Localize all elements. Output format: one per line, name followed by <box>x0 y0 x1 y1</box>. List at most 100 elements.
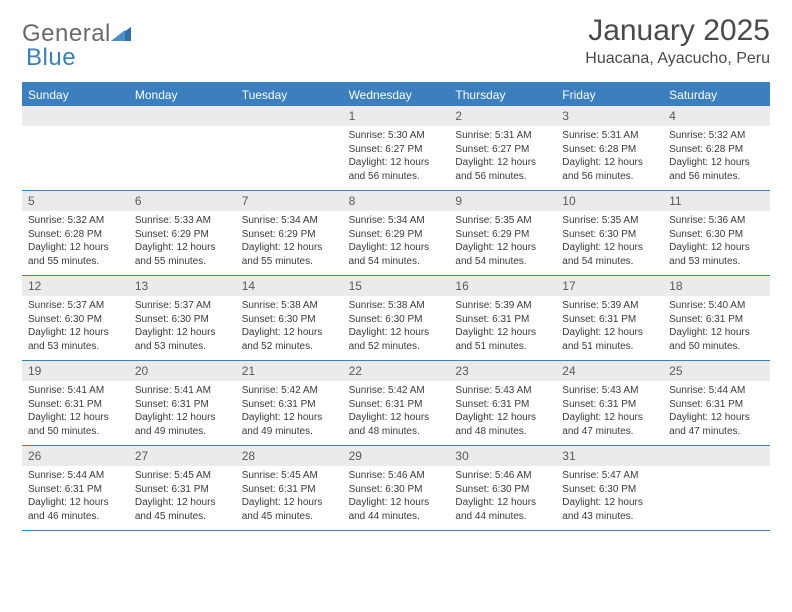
day-details: Sunrise: 5:46 AMSunset: 6:30 PMDaylight:… <box>343 466 450 528</box>
sunrise-line: Sunrise: 5:39 AM <box>455 299 550 313</box>
sunrise-line: Sunrise: 5:42 AM <box>349 384 444 398</box>
day-number: 30 <box>449 446 556 466</box>
day-number: 3 <box>556 106 663 126</box>
daylight-line: Daylight: 12 hours and 51 minutes. <box>455 326 550 353</box>
sunrise-line: Sunrise: 5:46 AM <box>349 469 444 483</box>
day-number: 1 <box>343 106 450 126</box>
calendar-day-cell: 22Sunrise: 5:42 AMSunset: 6:31 PMDayligh… <box>343 361 450 445</box>
sunset-line: Sunset: 6:31 PM <box>562 313 657 327</box>
sunrise-line: Sunrise: 5:42 AM <box>242 384 337 398</box>
sunrise-line: Sunrise: 5:43 AM <box>562 384 657 398</box>
sunrise-line: Sunrise: 5:44 AM <box>28 469 123 483</box>
sunrise-line: Sunrise: 5:39 AM <box>562 299 657 313</box>
calendar-day-cell: 4Sunrise: 5:32 AMSunset: 6:28 PMDaylight… <box>663 106 770 190</box>
day-details: Sunrise: 5:32 AMSunset: 6:28 PMDaylight:… <box>663 126 770 188</box>
sunset-line: Sunset: 6:30 PM <box>562 483 657 497</box>
day-details: Sunrise: 5:41 AMSunset: 6:31 PMDaylight:… <box>22 381 129 443</box>
weekday-header: Wednesday <box>343 84 450 106</box>
sunset-line: Sunset: 6:30 PM <box>455 483 550 497</box>
sunrise-line: Sunrise: 5:36 AM <box>669 214 764 228</box>
daylight-line: Daylight: 12 hours and 53 minutes. <box>135 326 230 353</box>
sunset-line: Sunset: 6:30 PM <box>669 228 764 242</box>
sunrise-line: Sunrise: 5:41 AM <box>28 384 123 398</box>
sunrise-line: Sunrise: 5:33 AM <box>135 214 230 228</box>
daylight-line: Daylight: 12 hours and 56 minutes. <box>669 156 764 183</box>
daylight-line: Daylight: 12 hours and 50 minutes. <box>669 326 764 353</box>
calendar-day-cell: 12Sunrise: 5:37 AMSunset: 6:30 PMDayligh… <box>22 276 129 360</box>
sunset-line: Sunset: 6:30 PM <box>28 313 123 327</box>
day-details: Sunrise: 5:36 AMSunset: 6:30 PMDaylight:… <box>663 211 770 273</box>
day-number: 17 <box>556 276 663 296</box>
calendar-day-cell: 14Sunrise: 5:38 AMSunset: 6:30 PMDayligh… <box>236 276 343 360</box>
sunrise-line: Sunrise: 5:34 AM <box>349 214 444 228</box>
calendar: SundayMondayTuesdayWednesdayThursdayFrid… <box>22 82 770 531</box>
calendar-day-cell: 10Sunrise: 5:35 AMSunset: 6:30 PMDayligh… <box>556 191 663 275</box>
day-number: 20 <box>129 361 236 381</box>
calendar-day-cell: 27Sunrise: 5:45 AMSunset: 6:31 PMDayligh… <box>129 446 236 530</box>
day-details: Sunrise: 5:30 AMSunset: 6:27 PMDaylight:… <box>343 126 450 188</box>
day-number: 21 <box>236 361 343 381</box>
sunset-line: Sunset: 6:28 PM <box>562 143 657 157</box>
sunrise-line: Sunrise: 5:47 AM <box>562 469 657 483</box>
calendar-day-cell: 1Sunrise: 5:30 AMSunset: 6:27 PMDaylight… <box>343 106 450 190</box>
sunset-line: Sunset: 6:31 PM <box>349 398 444 412</box>
day-number <box>663 446 770 466</box>
sunset-line: Sunset: 6:29 PM <box>455 228 550 242</box>
sunrise-line: Sunrise: 5:35 AM <box>455 214 550 228</box>
sunset-line: Sunset: 6:27 PM <box>349 143 444 157</box>
sunset-line: Sunset: 6:28 PM <box>669 143 764 157</box>
day-number: 19 <box>22 361 129 381</box>
sunrise-line: Sunrise: 5:38 AM <box>349 299 444 313</box>
day-number <box>22 106 129 126</box>
day-details: Sunrise: 5:45 AMSunset: 6:31 PMDaylight:… <box>236 466 343 528</box>
day-number: 2 <box>449 106 556 126</box>
daylight-line: Daylight: 12 hours and 54 minutes. <box>562 241 657 268</box>
calendar-day-cell <box>236 106 343 190</box>
day-details: Sunrise: 5:38 AMSunset: 6:30 PMDaylight:… <box>236 296 343 358</box>
day-number: 11 <box>663 191 770 211</box>
day-number: 27 <box>129 446 236 466</box>
day-details: Sunrise: 5:42 AMSunset: 6:31 PMDaylight:… <box>236 381 343 443</box>
daylight-line: Daylight: 12 hours and 56 minutes. <box>349 156 444 183</box>
daylight-line: Daylight: 12 hours and 55 minutes. <box>242 241 337 268</box>
sunset-line: Sunset: 6:28 PM <box>28 228 123 242</box>
day-number: 8 <box>343 191 450 211</box>
logo-text-blue: Blue <box>26 44 76 71</box>
calendar-week-row: 26Sunrise: 5:44 AMSunset: 6:31 PMDayligh… <box>22 446 770 531</box>
day-details: Sunrise: 5:34 AMSunset: 6:29 PMDaylight:… <box>343 211 450 273</box>
day-details: Sunrise: 5:46 AMSunset: 6:30 PMDaylight:… <box>449 466 556 528</box>
daylight-line: Daylight: 12 hours and 49 minutes. <box>135 411 230 438</box>
day-details: Sunrise: 5:32 AMSunset: 6:28 PMDaylight:… <box>22 211 129 273</box>
logo: General <box>22 14 133 48</box>
daylight-line: Daylight: 12 hours and 48 minutes. <box>455 411 550 438</box>
location-subtitle: Huacana, Ayacucho, Peru <box>585 50 770 68</box>
day-details: Sunrise: 5:35 AMSunset: 6:29 PMDaylight:… <box>449 211 556 273</box>
calendar-day-cell: 15Sunrise: 5:38 AMSunset: 6:30 PMDayligh… <box>343 276 450 360</box>
calendar-day-cell: 17Sunrise: 5:39 AMSunset: 6:31 PMDayligh… <box>556 276 663 360</box>
calendar-day-cell: 3Sunrise: 5:31 AMSunset: 6:28 PMDaylight… <box>556 106 663 190</box>
day-number: 12 <box>22 276 129 296</box>
weekday-header: Friday <box>556 84 663 106</box>
calendar-day-cell: 29Sunrise: 5:46 AMSunset: 6:30 PMDayligh… <box>343 446 450 530</box>
day-number: 6 <box>129 191 236 211</box>
day-number: 10 <box>556 191 663 211</box>
sunset-line: Sunset: 6:30 PM <box>562 228 657 242</box>
sunrise-line: Sunrise: 5:46 AM <box>455 469 550 483</box>
day-number: 13 <box>129 276 236 296</box>
daylight-line: Daylight: 12 hours and 53 minutes. <box>28 326 123 353</box>
day-number <box>236 106 343 126</box>
day-number: 28 <box>236 446 343 466</box>
day-details: Sunrise: 5:39 AMSunset: 6:31 PMDaylight:… <box>556 296 663 358</box>
daylight-line: Daylight: 12 hours and 50 minutes. <box>28 411 123 438</box>
daylight-line: Daylight: 12 hours and 48 minutes. <box>349 411 444 438</box>
daylight-line: Daylight: 12 hours and 46 minutes. <box>28 496 123 523</box>
header: General January 2025 Huacana, Ayacucho, … <box>0 0 792 74</box>
sunset-line: Sunset: 6:31 PM <box>669 313 764 327</box>
daylight-line: Daylight: 12 hours and 47 minutes. <box>562 411 657 438</box>
weekday-header: Monday <box>129 84 236 106</box>
title-block: January 2025 Huacana, Ayacucho, Peru <box>585 14 770 68</box>
day-number: 24 <box>556 361 663 381</box>
day-details: Sunrise: 5:43 AMSunset: 6:31 PMDaylight:… <box>556 381 663 443</box>
sunrise-line: Sunrise: 5:45 AM <box>135 469 230 483</box>
weekday-header: Tuesday <box>236 84 343 106</box>
